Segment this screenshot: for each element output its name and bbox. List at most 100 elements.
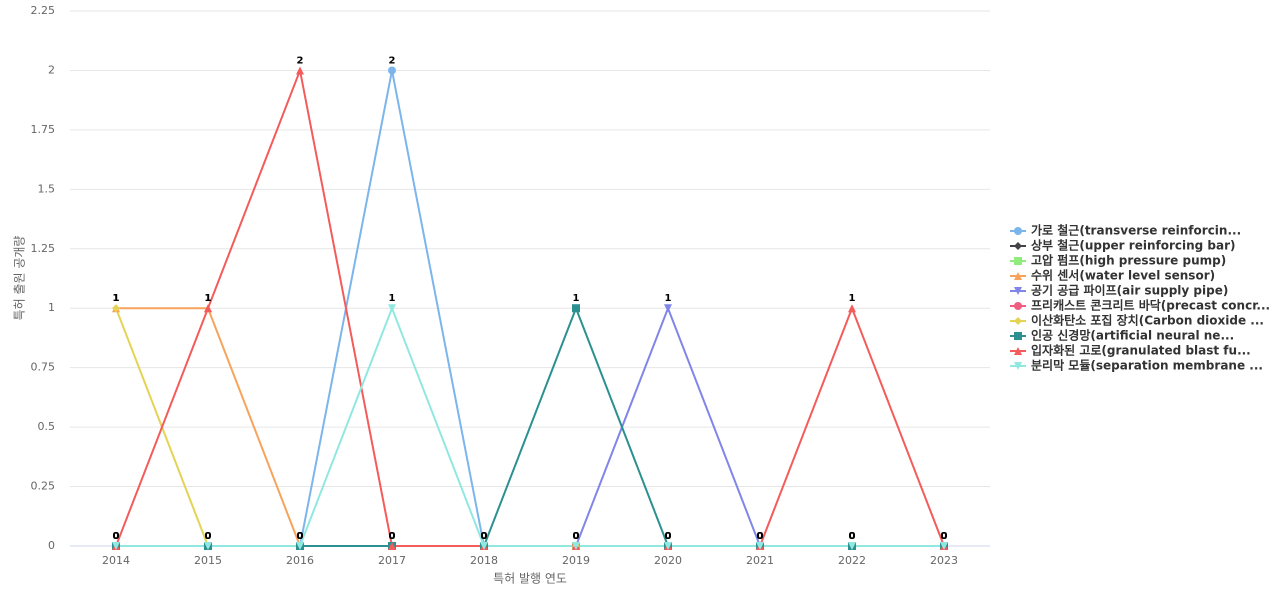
data-label: 0 bbox=[849, 531, 856, 542]
point bbox=[388, 304, 396, 313]
data-label: 0 bbox=[665, 531, 672, 542]
point bbox=[204, 542, 212, 550]
legend-item[interactable]: 가로 철근(transverse reinforcin... bbox=[1010, 223, 1241, 238]
legend-marker bbox=[1014, 332, 1022, 340]
legend-label: 프리캐스트 콘크리트 바닥(precast concr... bbox=[1031, 298, 1270, 313]
legend-item[interactable]: 수위 센서(water level sensor) bbox=[1010, 268, 1215, 283]
legend-label: 분리막 모듈(separation membrane ... bbox=[1031, 358, 1263, 373]
point bbox=[480, 542, 488, 550]
data-label: 0 bbox=[113, 531, 120, 542]
data-label: 0 bbox=[205, 531, 212, 542]
legend-label: 입자화된 고로(granulated blast fu... bbox=[1031, 343, 1251, 358]
series-line bbox=[116, 305, 944, 547]
data-label: 0 bbox=[389, 531, 396, 542]
point bbox=[940, 542, 948, 550]
data-label: 1 bbox=[205, 293, 212, 304]
data-label: 0 bbox=[297, 531, 304, 542]
legend-item[interactable]: 상부 철근(upper reinforcing bar) bbox=[1010, 238, 1236, 253]
data-label: 0 bbox=[297, 531, 304, 542]
legend-item[interactable]: 인공 신경망(artificial neural ne... bbox=[1010, 328, 1234, 343]
data-label: 0 bbox=[297, 531, 304, 542]
legend-marker bbox=[1014, 302, 1022, 310]
point bbox=[756, 542, 764, 550]
legend-marker bbox=[1014, 227, 1022, 235]
data-label: 0 bbox=[941, 531, 948, 542]
data-label: 0 bbox=[941, 531, 948, 542]
data-label: 0 bbox=[389, 531, 396, 542]
legend-item[interactable]: 분리막 모듈(separation membrane ... bbox=[1010, 358, 1263, 373]
x-tick-label: 2016 bbox=[286, 554, 314, 567]
data-label: 1 bbox=[665, 293, 672, 304]
x-tick-label: 2021 bbox=[746, 554, 774, 567]
y-tick-label: 1.25 bbox=[31, 242, 56, 255]
data-label: 0 bbox=[941, 531, 948, 542]
legend-label: 고압 펌프(high pressure pump) bbox=[1031, 253, 1226, 268]
legend-item[interactable]: 공기 공급 파이프(air supply pipe) bbox=[1010, 283, 1228, 298]
y-tick-label: 0.5 bbox=[38, 420, 56, 433]
data-label: 0 bbox=[389, 531, 396, 542]
data-label: 0 bbox=[665, 531, 672, 542]
data-label: 0 bbox=[941, 531, 948, 542]
data-label: 0 bbox=[665, 531, 672, 542]
data-label: 0 bbox=[297, 531, 304, 542]
y-tick-label: 0.75 bbox=[31, 361, 56, 374]
data-label: 0 bbox=[481, 531, 488, 542]
data-label: 0 bbox=[757, 531, 764, 542]
data-label: 0 bbox=[573, 531, 580, 542]
x-tick-label: 2017 bbox=[378, 554, 406, 567]
data-label: 0 bbox=[297, 531, 304, 542]
data-label: 0 bbox=[941, 531, 948, 542]
data-label: 0 bbox=[481, 531, 488, 542]
data-label: 1 bbox=[573, 293, 580, 304]
data-label: 2 bbox=[389, 55, 396, 66]
data-label: 0 bbox=[941, 531, 948, 542]
y-tick-label: 0.25 bbox=[31, 480, 56, 493]
data-label: 0 bbox=[113, 531, 120, 542]
legend-label: 인공 신경망(artificial neural ne... bbox=[1031, 328, 1234, 343]
point bbox=[572, 542, 580, 550]
data-label: 0 bbox=[573, 531, 580, 542]
data-label: 0 bbox=[665, 531, 672, 542]
data-label: 0 bbox=[113, 531, 120, 542]
legend-label: 이산화탄소 포집 장치(Carbon dioxide ... bbox=[1031, 313, 1264, 328]
data-label: 1 bbox=[113, 293, 120, 304]
legend-marker bbox=[1014, 242, 1022, 250]
point bbox=[204, 304, 212, 313]
data-label: 0 bbox=[757, 531, 764, 542]
data-label: 0 bbox=[849, 531, 856, 542]
data-label: 0 bbox=[113, 531, 120, 542]
data-label: 0 bbox=[849, 531, 856, 542]
data-label: 0 bbox=[849, 531, 856, 542]
point bbox=[848, 304, 856, 313]
data-label: 0 bbox=[573, 531, 580, 542]
point bbox=[296, 542, 304, 550]
legend-item[interactable]: 입자화된 고로(granulated blast fu... bbox=[1010, 343, 1251, 358]
data-label: 0 bbox=[205, 531, 212, 542]
y-axis-title: 특허 출원 공개량 bbox=[13, 236, 27, 321]
data-label: 0 bbox=[849, 531, 856, 542]
point bbox=[848, 542, 856, 550]
legend-marker bbox=[1014, 272, 1022, 280]
data-label: 1 bbox=[113, 293, 120, 304]
data-label: 2 bbox=[297, 55, 304, 66]
legend-marker bbox=[1014, 257, 1022, 265]
data-label: 0 bbox=[573, 531, 580, 542]
legend-marker bbox=[1014, 287, 1022, 295]
legend-item[interactable]: 이산화탄소 포집 장치(Carbon dioxide ... bbox=[1010, 313, 1264, 328]
legend-item[interactable]: 프리캐스트 콘크리트 바닥(precast concr... bbox=[1010, 298, 1270, 313]
data-label: 0 bbox=[849, 531, 856, 542]
data-label: 1 bbox=[205, 293, 212, 304]
y-tick-label: 1 bbox=[48, 301, 55, 314]
data-label: 0 bbox=[389, 531, 396, 542]
x-tick-label: 2018 bbox=[470, 554, 498, 567]
data-label: 0 bbox=[849, 531, 856, 542]
data-label: 0 bbox=[113, 531, 120, 542]
data-label: 0 bbox=[389, 531, 396, 542]
point bbox=[388, 66, 396, 75]
data-label: 0 bbox=[941, 531, 948, 542]
data-label: 0 bbox=[757, 531, 764, 542]
y-tick-label: 2.25 bbox=[31, 4, 56, 17]
legend-item[interactable]: 고압 펌프(high pressure pump) bbox=[1010, 253, 1226, 268]
x-tick-label: 2014 bbox=[102, 554, 130, 567]
y-tick-label: 0 bbox=[48, 539, 55, 552]
